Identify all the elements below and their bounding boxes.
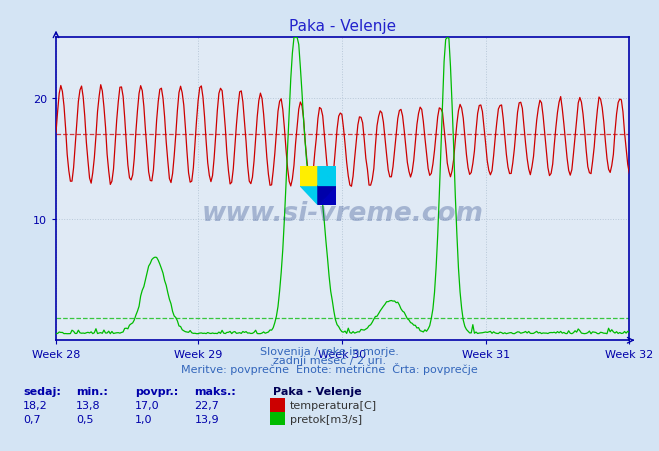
Title: Paka - Velenje: Paka - Velenje	[289, 19, 396, 34]
Text: sedaj:: sedaj:	[23, 387, 61, 396]
Text: maks.:: maks.:	[194, 387, 236, 396]
Polygon shape	[318, 186, 336, 205]
Text: 0,5: 0,5	[76, 414, 94, 423]
Text: Slovenija / reke in morje.: Slovenija / reke in morje.	[260, 346, 399, 356]
Text: Meritve: povprečne  Enote: metrične  Črta: povprečje: Meritve: povprečne Enote: metrične Črta:…	[181, 362, 478, 374]
Text: 1,0: 1,0	[135, 414, 153, 423]
Polygon shape	[318, 167, 336, 186]
Text: pretok[m3/s]: pretok[m3/s]	[290, 414, 362, 423]
Polygon shape	[300, 167, 318, 186]
Text: 22,7: 22,7	[194, 400, 219, 410]
Polygon shape	[318, 186, 336, 205]
Text: temperatura[C]: temperatura[C]	[290, 400, 377, 410]
Text: zadnji mesec / 2 uri.: zadnji mesec / 2 uri.	[273, 355, 386, 365]
Text: www.si-vreme.com: www.si-vreme.com	[202, 201, 484, 226]
Text: 13,9: 13,9	[194, 414, 219, 423]
Text: 18,2: 18,2	[23, 400, 48, 410]
Text: povpr.:: povpr.:	[135, 387, 179, 396]
Text: 0,7: 0,7	[23, 414, 41, 423]
Text: 13,8: 13,8	[76, 400, 100, 410]
Text: 17,0: 17,0	[135, 400, 159, 410]
Polygon shape	[318, 167, 336, 186]
Polygon shape	[300, 167, 318, 186]
Text: min.:: min.:	[76, 387, 107, 396]
Text: Paka - Velenje: Paka - Velenje	[273, 387, 362, 396]
Polygon shape	[300, 167, 336, 205]
